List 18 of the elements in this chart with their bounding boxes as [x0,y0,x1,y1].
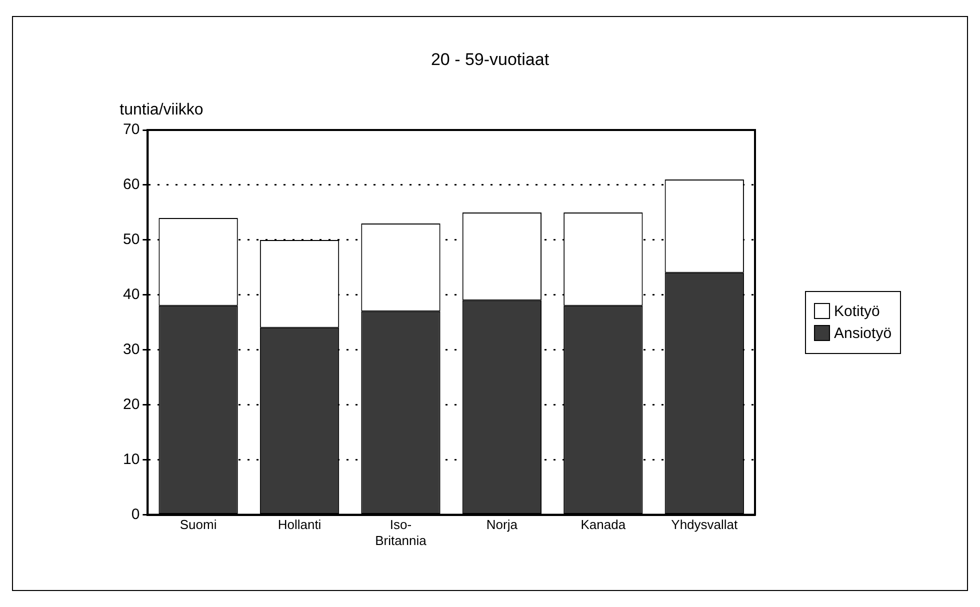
x-tick-label: Yhdysvallat [671,517,738,532]
y-tick-label: 50 [122,231,140,248]
y-tick-label: 60 [122,176,140,194]
y-tick-label: 10 [122,450,140,468]
legend-label: Ansiotyö [834,324,892,342]
x-tick-label: Norja [486,517,518,532]
y-tick-label: 0 [131,506,140,523]
y-tick-label: 70 [122,121,140,138]
legend-label: Kotityö [834,302,880,320]
x-tick-label: Iso-Britannia [375,517,428,548]
x-tick-label: Suomi [180,517,217,532]
y-tick-label: 20 [122,396,140,413]
x-tick-label: Kanada [580,517,626,532]
y-tick-label: 40 [122,286,140,304]
chart-title: 20 - 59-vuotiaat [430,50,550,70]
x-tick-label: Hollanti [278,517,322,532]
y-axis-title: tuntia/viikko [120,101,204,118]
y-tick-label: 30 [122,341,140,358]
